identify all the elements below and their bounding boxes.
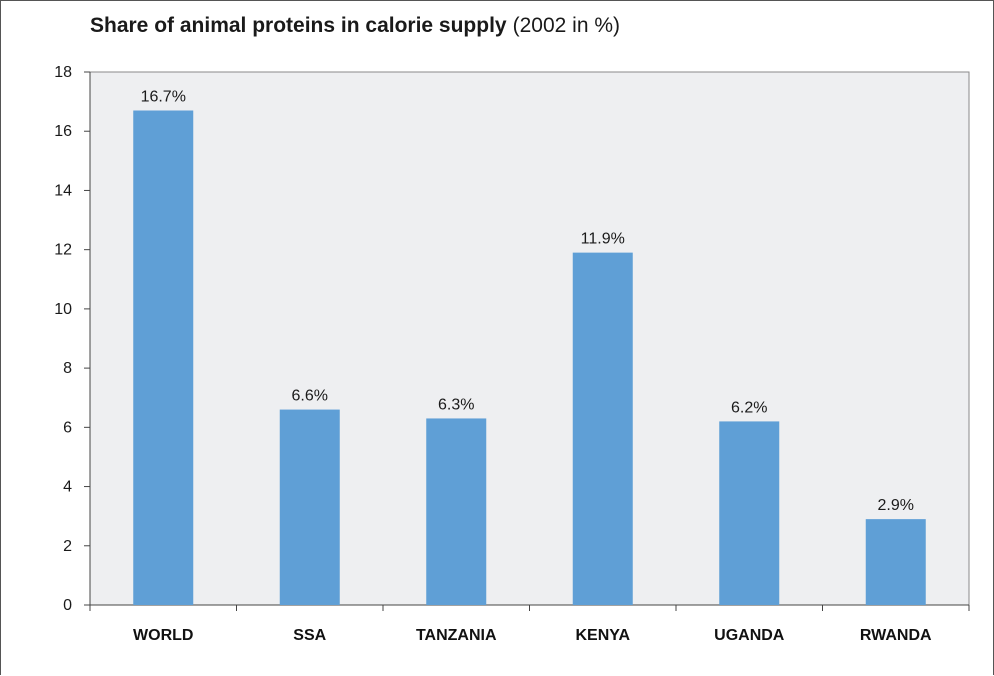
x-tick-label: KENYA (575, 627, 630, 644)
data-label: 6.6% (292, 388, 328, 405)
x-tick-label: TANZANIA (416, 627, 497, 644)
data-label: 16.7% (141, 88, 186, 105)
bar-world (133, 110, 194, 605)
data-label: 6.3% (438, 396, 474, 413)
y-tick-label: 18 (54, 64, 72, 81)
y-tick-label: 16 (54, 123, 72, 140)
data-label: 2.9% (878, 497, 914, 514)
x-tick-label: RWANDA (860, 627, 932, 644)
y-tick-label: 2 (63, 538, 72, 555)
data-label: 6.2% (731, 399, 767, 416)
y-tick-label: 6 (63, 419, 72, 436)
y-tick-label: 12 (54, 242, 72, 259)
x-tick-label: SSA (293, 627, 326, 644)
chart-subtitle: (2002 in %) (512, 14, 620, 37)
y-tick-label: 10 (54, 301, 72, 318)
bar-tanzania (426, 418, 487, 605)
y-tick-label: 0 (63, 597, 72, 614)
chart-title-main: Share of animal proteins in calorie supp… (90, 14, 507, 37)
bar-ssa (279, 409, 340, 605)
chart-title: Share of animal proteins in calorie supp… (90, 14, 620, 38)
plot-area (89, 71, 970, 606)
x-tick-label: WORLD (133, 627, 193, 644)
x-tick-label: UGANDA (714, 627, 785, 644)
y-tick-label: 4 (63, 479, 72, 496)
data-label: 11.9% (581, 231, 625, 248)
bar-uganda (719, 421, 780, 605)
bar-rwanda (865, 519, 926, 605)
bar-kenya (572, 252, 633, 605)
y-tick-label: 14 (54, 182, 72, 199)
y-tick-label: 8 (63, 360, 72, 377)
